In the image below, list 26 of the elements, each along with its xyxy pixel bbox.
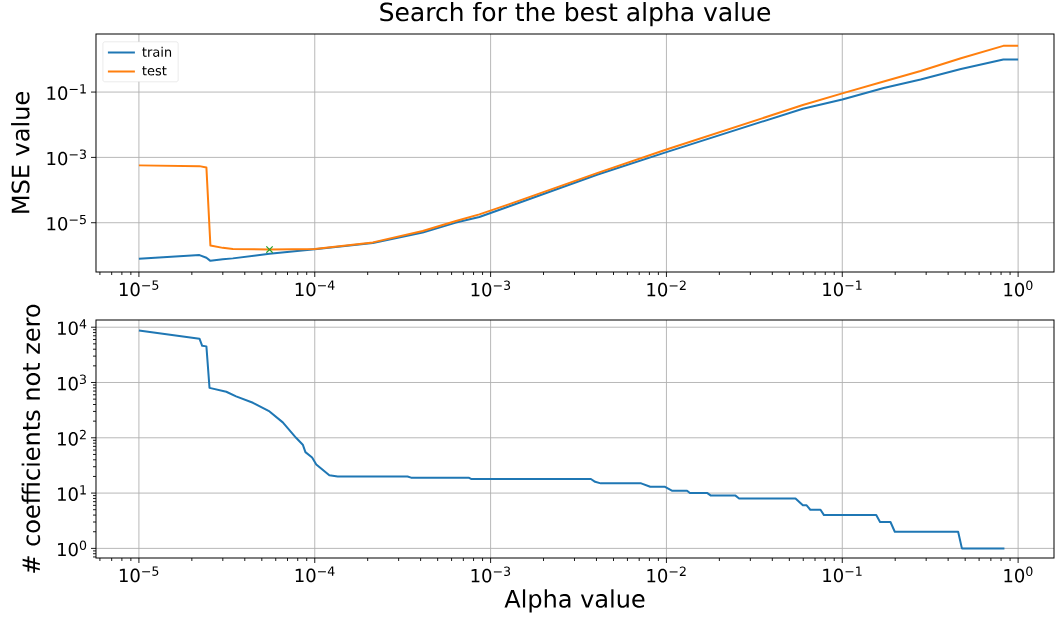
y-axis-title: # coefficients not zero <box>21 304 41 573</box>
legend-label: train <box>142 46 172 57</box>
x-tick-label: 10$^{−3}$ <box>471 280 511 297</box>
y-tick-label: 10$^{1}$ <box>58 485 86 501</box>
y-tick-label: 10$^{−5}$ <box>47 214 86 231</box>
y-tick-label: 10$^{−1}$ <box>47 84 86 100</box>
chart-title: Search for the best alpha value <box>380 2 771 27</box>
x-tick-label: 10$^{−4}$ <box>295 566 335 583</box>
y-tick-label: 10$^{4}$ <box>58 319 87 336</box>
x-tick-label: 10$^{−3}$ <box>471 566 511 583</box>
x-tick-label: 10$^{−1}$ <box>823 566 862 583</box>
legend-label: test <box>142 66 167 76</box>
x-tick-label: 10$^{−2}$ <box>647 280 686 297</box>
y-tick-label: 10$^{0}$ <box>58 540 87 557</box>
x-tick-label: 10$^{−4}$ <box>295 280 335 297</box>
y-tick-label: 10$^{2}$ <box>58 429 86 446</box>
x-tick-label: 10$^{−5}$ <box>119 280 159 297</box>
x-tick-label: 10$^{−2}$ <box>647 566 686 583</box>
x-axis-title: Alpha value <box>504 589 645 613</box>
y-tick-label: 10$^{−3}$ <box>47 149 86 166</box>
y-tick-label: 10$^{3}$ <box>58 374 86 391</box>
x-tick-label: 10$^{−1}$ <box>823 280 862 297</box>
x-tick-label: 10$^{0}$ <box>1004 566 1033 583</box>
x-tick-label: 10$^{−5}$ <box>119 566 159 583</box>
y-axis-title: MSE value <box>11 92 30 213</box>
x-tick-label: 10$^{0}$ <box>1004 280 1033 297</box>
